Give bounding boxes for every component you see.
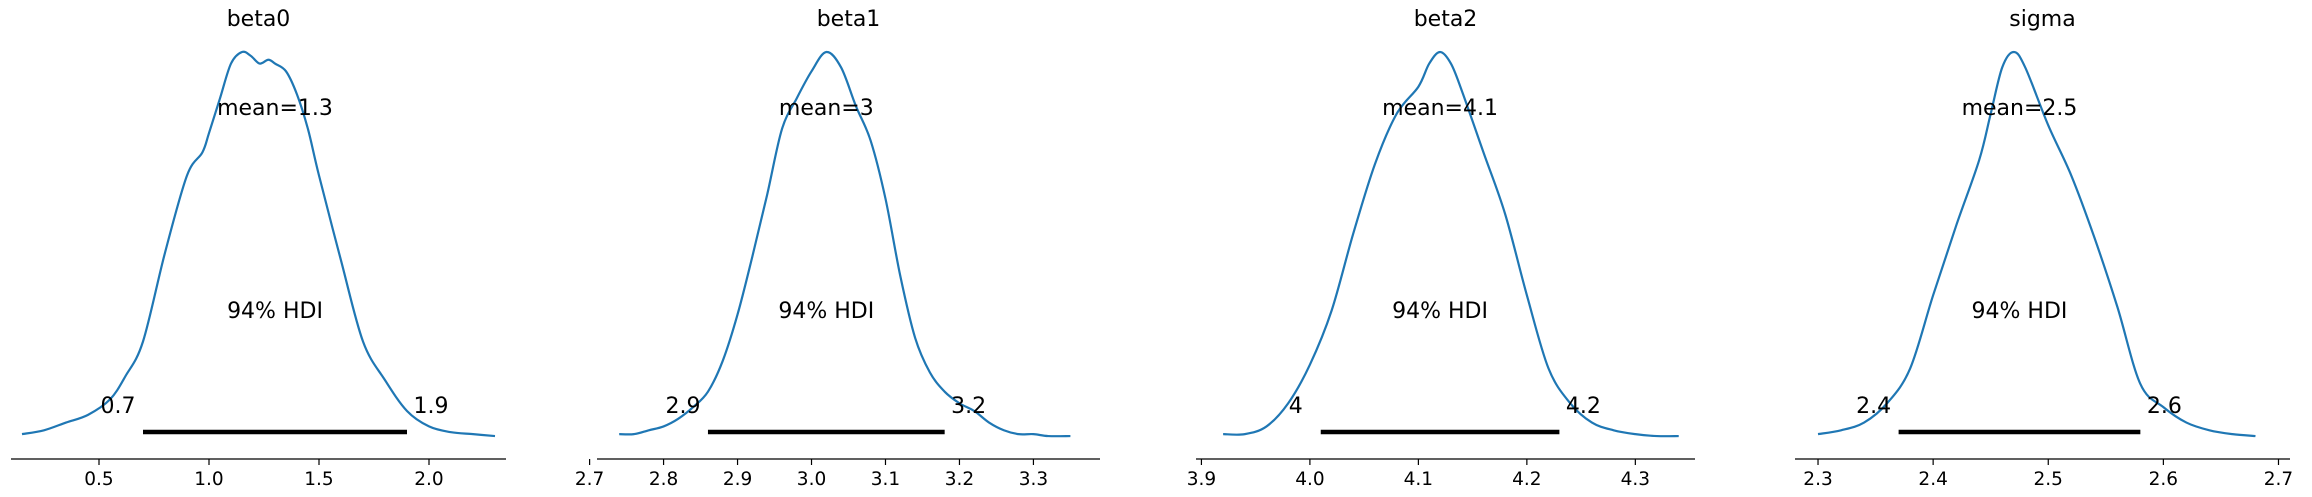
mean-label: mean=2.5 — [1962, 96, 2078, 121]
x-tick-label: 2.3 — [1803, 469, 1832, 490]
x-tick-label: 4.1 — [1404, 469, 1433, 490]
x-tick-label: 2.7 — [2264, 469, 2293, 490]
panel-title: beta1 — [817, 7, 881, 32]
panel-title: beta0 — [227, 7, 291, 32]
hdi-low-label: 2.9 — [665, 394, 700, 419]
density-curve — [21, 50, 496, 438]
x-tick-label: 2.5 — [2034, 469, 2063, 490]
x-tick-label: 0.5 — [84, 469, 113, 490]
hdi-high-label: 2.6 — [2147, 394, 2182, 419]
mean-label: mean=4.1 — [1382, 96, 1498, 121]
panel-title: beta2 — [1414, 7, 1478, 32]
hdi-low-label: 0.7 — [101, 394, 136, 419]
x-tick-label: 4.3 — [1621, 469, 1650, 490]
x-tick-label: 3.2 — [945, 469, 974, 490]
hdi-high-label: 3.2 — [951, 394, 986, 419]
hdi-high-label: 1.9 — [414, 394, 449, 419]
hdi-label: 94% HDI — [778, 299, 874, 324]
panel-beta2: beta2 3.9 4.0 4.1 4.2 4.3 mean=4.1 94% HDI 4 4.2 — [1187, 7, 1695, 490]
x-tick-label: 2.8 — [649, 469, 678, 490]
panel-title: sigma — [2009, 7, 2075, 32]
x-tick-label: 3.0 — [797, 469, 826, 490]
x-tick-label: 2.7 — [575, 469, 604, 490]
density-curve — [1223, 50, 1679, 438]
hdi-label: 94% HDI — [227, 299, 323, 324]
hdi-low-label: 2.4 — [1856, 394, 1891, 419]
hdi-low-label: 4 — [1289, 394, 1303, 419]
hdi-label: 94% HDI — [1392, 299, 1488, 324]
x-tick-label: 1.5 — [304, 469, 333, 490]
x-tick-label: 2.9 — [723, 469, 752, 490]
mean-label: mean=1.3 — [217, 96, 333, 121]
x-tick-label: 4.0 — [1295, 469, 1324, 490]
density-curve — [619, 50, 1071, 438]
x-tick-label: 2.0 — [414, 469, 443, 490]
hdi-label: 94% HDI — [1972, 299, 2068, 324]
density-curve — [1817, 50, 2256, 438]
mean-label: mean=3 — [779, 96, 874, 121]
x-tick-label: 1.0 — [194, 469, 223, 490]
x-tick-label: 3.9 — [1187, 469, 1216, 490]
panel-sigma: sigma 2.3 2.4 2.5 2.6 2.7 mean=2.5 94% HDI 2.4 2.… — [1795, 7, 2293, 490]
panel-beta1: beta1 2.7 2.8 2.9 3.0 3.1 3.2 3.3 mean=3 94% HDI 2… — [575, 7, 1100, 490]
x-tick-label: 2.6 — [2149, 469, 2178, 490]
hdi-high-label: 4.2 — [1566, 394, 1601, 419]
x-tick-label: 3.1 — [871, 469, 900, 490]
x-tick-label: 4.2 — [1512, 469, 1541, 490]
panel-beta0: beta0 0.5 1.0 1.5 2.0 mean=1.3 94% HDI 0.7 1.9 — [11, 7, 506, 490]
x-tick-label: 3.3 — [1019, 469, 1048, 490]
x-tick-label: 2.4 — [1918, 469, 1947, 490]
